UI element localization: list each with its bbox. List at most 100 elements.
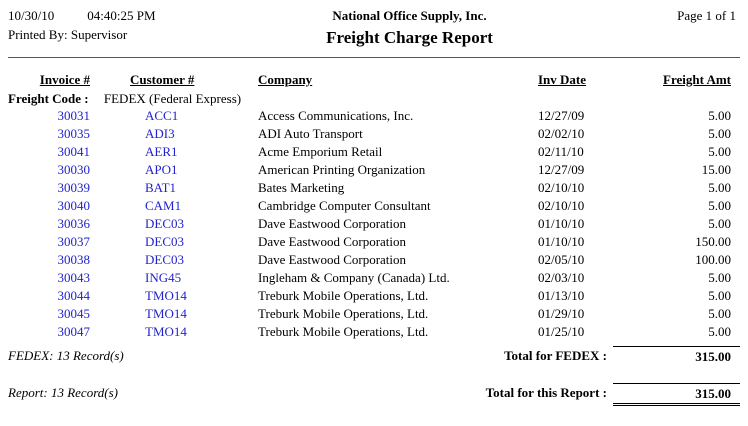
table-row: 30030 APO1 American Printing Organizatio… <box>0 161 748 179</box>
column-header-invoice: Invoice # <box>8 72 92 88</box>
inv-date-cell: 01/29/10 <box>538 306 585 321</box>
table-row: 30045 TMO14 Treburk Mobile Operations, L… <box>0 305 748 323</box>
invoice-cell: 30039 <box>8 179 92 197</box>
report-total-amount: 315.00 <box>613 383 740 406</box>
customer-link[interactable]: TMO14 <box>145 306 187 321</box>
customer-link[interactable]: DEC03 <box>145 216 184 231</box>
customer-link[interactable]: APO1 <box>145 162 178 177</box>
freight-code-label: Freight Code : <box>8 91 89 106</box>
inv-date-cell: 01/10/10 <box>538 234 585 249</box>
customer-cell: TMO14 <box>92 287 238 305</box>
table-row: 30031 ACC1 Access Communications, Inc. 1… <box>0 107 748 125</box>
table-row: 30038 DEC03 Dave Eastwood Corporation 02… <box>0 251 748 269</box>
column-header-freight-amt-label: Freight Amt <box>663 72 731 87</box>
invoice-cell: 30036 <box>8 215 92 233</box>
print-info: 10/30/10 04:40:25 PM Printed By: Supervi… <box>8 8 203 48</box>
report-record-count: Report: 13 Record(s) <box>8 385 118 400</box>
column-header-row: Invoice # Customer # Company Inv Date Fr… <box>0 72 748 89</box>
company-cell: Ingleham & Company (Canada) Ltd. <box>258 270 450 285</box>
invoice-cell: 30040 <box>8 197 92 215</box>
invoice-link[interactable]: 30035 <box>57 126 91 141</box>
invoice-cell: 30037 <box>8 233 92 251</box>
customer-cell: BAT1 <box>92 179 238 197</box>
company-name: National Office Supply, Inc. <box>332 8 487 23</box>
group-footer: FEDEX: 13 Record(s) Total for FEDEX : 31… <box>0 346 748 366</box>
invoice-link[interactable]: 30039 <box>57 180 91 195</box>
table-row: 30047 TMO14 Treburk Mobile Operations, L… <box>0 323 748 341</box>
customer-link[interactable]: ACC1 <box>145 108 179 123</box>
invoice-cell: 30041 <box>8 143 92 161</box>
column-header-company: Company <box>238 72 538 88</box>
invoice-cell: 30043 <box>8 269 92 287</box>
customer-link[interactable]: TMO14 <box>145 288 187 303</box>
column-header-customer-label: Customer # <box>130 72 195 87</box>
customer-link[interactable]: ING45 <box>145 270 182 285</box>
header-divider <box>8 57 740 58</box>
customer-cell: ADI3 <box>92 125 238 143</box>
print-dateline: 10/30/10 04:40:25 PM <box>8 8 203 24</box>
company-cell: ADI Auto Transport <box>258 126 363 141</box>
invoice-cell: 30031 <box>8 107 92 125</box>
table-row: 30036 DEC03 Dave Eastwood Corporation 01… <box>0 215 748 233</box>
customer-cell: ING45 <box>92 269 238 287</box>
company-cell: Access Communications, Inc. <box>258 108 414 123</box>
invoice-cell: 30044 <box>8 287 92 305</box>
inv-date-cell: 02/03/10 <box>538 270 585 285</box>
customer-link[interactable]: ADI3 <box>145 126 175 141</box>
freight-amt-cell: 5.00 <box>708 108 731 123</box>
invoice-cell: 30047 <box>8 323 92 341</box>
company-cell: Bates Marketing <box>258 180 345 195</box>
invoice-link[interactable]: 30036 <box>57 216 91 231</box>
column-header-customer: Customer # <box>92 72 238 88</box>
report-titles: National Office Supply, Inc. Freight Cha… <box>203 8 616 48</box>
table-row: 30040 CAM1 Cambridge Computer Consultant… <box>0 197 748 215</box>
inv-date-cell: 02/05/10 <box>538 252 585 267</box>
report-title: Freight Charge Report <box>326 28 493 47</box>
customer-cell: DEC03 <box>92 233 238 251</box>
invoice-link[interactable]: 30030 <box>57 162 91 177</box>
customer-cell: ACC1 <box>92 107 238 125</box>
customer-link[interactable]: TMO14 <box>145 324 187 339</box>
column-header-invoice-label: Invoice # <box>39 72 90 87</box>
inv-date-cell: 02/10/10 <box>538 198 585 213</box>
table-row: 30043 ING45 Ingleham & Company (Canada) … <box>0 269 748 287</box>
report-header: 10/30/10 04:40:25 PM Printed By: Supervi… <box>0 0 748 48</box>
customer-link[interactable]: DEC03 <box>145 234 184 249</box>
invoice-cell: 30038 <box>8 251 92 269</box>
invoice-link[interactable]: 30038 <box>57 252 91 267</box>
invoice-link[interactable]: 30045 <box>57 306 91 321</box>
company-cell: Acme Emporium Retail <box>258 144 383 159</box>
customer-link[interactable]: CAM1 <box>145 198 182 213</box>
invoice-link[interactable]: 30043 <box>57 270 91 285</box>
table-row: 30044 TMO14 Treburk Mobile Operations, L… <box>0 287 748 305</box>
invoice-link[interactable]: 30037 <box>57 234 91 249</box>
freight-amt-cell: 5.00 <box>708 216 731 231</box>
customer-cell: APO1 <box>92 161 238 179</box>
customer-cell: TMO14 <box>92 305 238 323</box>
freight-amt-cell: 5.00 <box>708 180 731 195</box>
invoice-link[interactable]: 30031 <box>57 108 91 123</box>
company-cell: Dave Eastwood Corporation <box>258 216 407 231</box>
invoice-link[interactable]: 30044 <box>57 288 91 303</box>
company-cell: Treburk Mobile Operations, Ltd. <box>258 306 429 321</box>
invoice-link[interactable]: 30041 <box>57 144 91 159</box>
table-row: 30041 AER1 Acme Emporium Retail 02/11/10… <box>0 143 748 161</box>
company-cell: American Printing Organization <box>258 162 426 177</box>
inv-date-cell: 12/27/09 <box>538 108 585 123</box>
column-header-freight-amt: Freight Amt <box>620 72 740 88</box>
customer-cell: DEC03 <box>92 251 238 269</box>
freight-amt-cell: 100.00 <box>695 252 731 267</box>
freight-amt-cell: 5.00 <box>708 306 731 321</box>
invoice-link[interactable]: 30040 <box>57 198 91 213</box>
customer-link[interactable]: DEC03 <box>145 252 184 267</box>
customer-link[interactable]: BAT1 <box>145 180 177 195</box>
group-record-count: FEDEX: 13 Record(s) <box>8 348 124 363</box>
print-time: 04:40:25 PM <box>87 8 156 23</box>
invoice-link[interactable]: 30047 <box>57 324 91 339</box>
freight-amt-cell: 5.00 <box>708 198 731 213</box>
company-cell: Treburk Mobile Operations, Ltd. <box>258 288 429 303</box>
inv-date-cell: 01/13/10 <box>538 288 585 303</box>
freight-amt-cell: 15.00 <box>701 162 731 177</box>
customer-link[interactable]: AER1 <box>145 144 178 159</box>
